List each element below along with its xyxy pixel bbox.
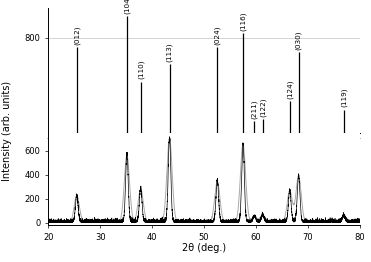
Text: (113): (113) bbox=[166, 42, 173, 62]
X-axis label: 2θ (deg.): 2θ (deg.) bbox=[182, 243, 226, 253]
Text: (124): (124) bbox=[286, 79, 293, 99]
Text: (024): (024) bbox=[214, 25, 220, 45]
Text: (116): (116) bbox=[240, 11, 246, 31]
Text: (012): (012) bbox=[73, 25, 80, 45]
Text: (122): (122) bbox=[259, 97, 266, 117]
Text: (211): (211) bbox=[251, 100, 258, 119]
Text: Intensity (arb. units): Intensity (arb. units) bbox=[3, 81, 12, 181]
Text: (104): (104) bbox=[124, 0, 130, 14]
Text: (030): (030) bbox=[295, 30, 302, 50]
Text: (119): (119) bbox=[341, 88, 347, 107]
Text: (110): (110) bbox=[137, 60, 144, 79]
